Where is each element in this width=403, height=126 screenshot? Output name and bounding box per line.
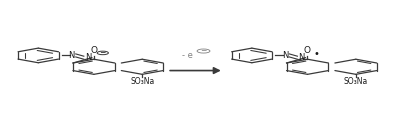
Circle shape	[97, 51, 108, 55]
Text: −: −	[100, 48, 106, 57]
Text: O: O	[90, 46, 98, 55]
Text: - e: - e	[182, 51, 193, 60]
Text: N: N	[85, 53, 91, 62]
Text: O: O	[304, 46, 311, 55]
Text: •: •	[314, 49, 319, 59]
Text: −: −	[200, 46, 207, 56]
Circle shape	[197, 49, 210, 53]
Text: N: N	[298, 53, 305, 62]
Text: N: N	[282, 51, 289, 60]
Text: SO₃Na: SO₃Na	[344, 77, 368, 86]
Text: N: N	[69, 51, 75, 60]
Text: SO₃Na: SO₃Na	[130, 77, 154, 86]
